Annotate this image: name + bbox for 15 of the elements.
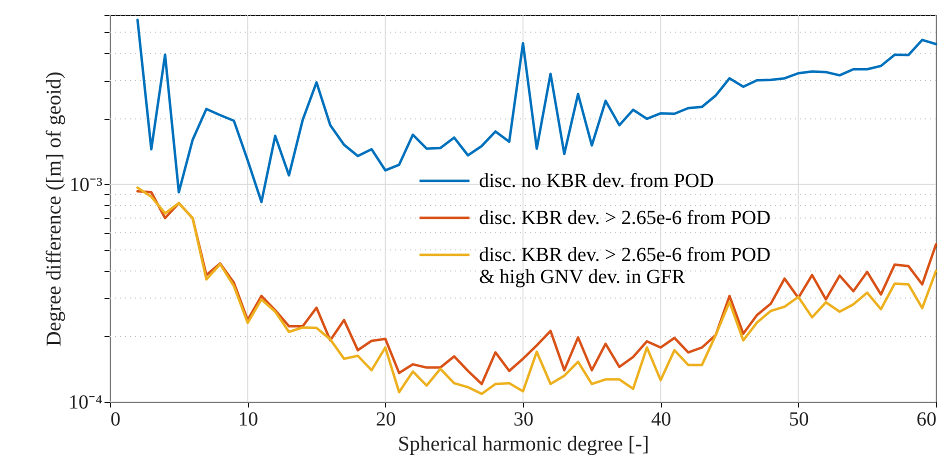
x-tick-label: 20: [376, 408, 396, 430]
x-tick-label: 0: [110, 408, 120, 430]
legend-label: disc. KBR dev. > 2.65e-6 from POD & high GNV dev. in GFR: [479, 244, 771, 288]
y-tick-label: 10⁻³: [70, 174, 102, 196]
x-tick-label: 10: [238, 408, 258, 430]
y-axis-title: Degree difference ([m] of geoid): [42, 72, 66, 346]
x-tick-label: 60: [916, 408, 936, 430]
x-tick-label: 30: [514, 408, 534, 430]
legend-label: disc. KBR dev. > 2.65e-6 from POD: [479, 206, 771, 229]
line-series: [136, 18, 938, 204]
legend-label: disc. no KBR dev. from POD: [479, 170, 714, 192]
x-tick-label: 40: [651, 408, 672, 430]
x-axis-title: Spherical harmonic degree [-]: [398, 432, 650, 456]
y-tick-label: 10⁻⁴: [68, 392, 103, 414]
x-tick-label: 50: [788, 408, 809, 430]
